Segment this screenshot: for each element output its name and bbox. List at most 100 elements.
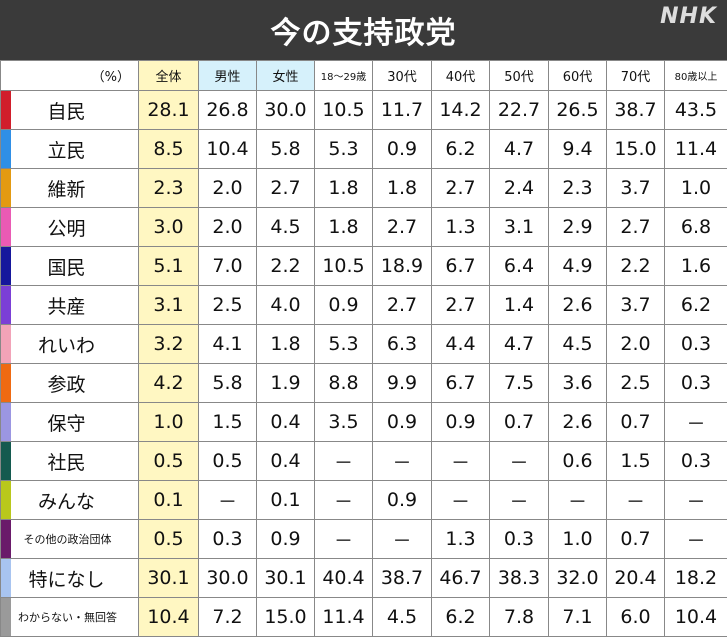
chart-title: 今の支持政党 [270, 16, 457, 51]
value-cell: 1.8 [372, 168, 432, 208]
value-cell: 15.0 [256, 597, 315, 637]
value-cell: 0.4 [256, 402, 315, 442]
value-cell: 1.6 [664, 246, 727, 286]
party-name: 特になし [28, 568, 105, 591]
column-header-female: 女性 [256, 60, 315, 91]
value-cell: 0.7 [606, 402, 665, 442]
value-cell: 2.6 [548, 285, 607, 325]
value-cell: 32.0 [548, 558, 607, 598]
value-cell: 30.1 [256, 558, 315, 598]
table-row: 参政 4.2 5.8 1.9 8.8 9.9 6.7 7.5 3.6 2.5 0.3 [0, 363, 727, 403]
table-row: 共産 3.1 2.5 4.0 0.9 2.7 2.7 1.4 2.6 3.7 6.2 [0, 285, 727, 325]
value-cell: 0.9 [372, 480, 432, 520]
column-header-male: 男性 [198, 60, 257, 91]
value-cell: 6.2 [664, 285, 727, 325]
column-header-age-60s: 60代 [548, 60, 607, 91]
value-cell: 2.3 [548, 168, 607, 208]
party-name: みんな [37, 490, 95, 513]
value-cell: 3.5 [314, 402, 373, 442]
value-cell: 7.2 [198, 597, 257, 637]
value-cell: 0.3 [489, 519, 549, 559]
value-cell: 2.7 [606, 207, 665, 247]
party-name-cell: 公明 [0, 207, 139, 247]
value-cell: 4.4 [431, 324, 490, 364]
value-cell: 30.0 [256, 90, 315, 130]
table-row: 立民 8.5 10.4 5.8 5.3 0.9 6.2 4.7 9.4 15.0 11.4 [0, 129, 727, 169]
value-cell: － [489, 441, 549, 481]
value-cell: 4.7 [489, 324, 549, 364]
party-color-swatch [1, 403, 11, 441]
party-color-swatch [1, 520, 11, 558]
value-cell: 10.4 [138, 597, 199, 637]
value-cell: 6.0 [606, 597, 665, 637]
value-cell: 1.0 [548, 519, 607, 559]
value-cell: 11.4 [314, 597, 373, 637]
value-cell: 2.7 [372, 207, 432, 247]
party-color-swatch [1, 208, 11, 246]
party-name-cell: その他の政治団体 [0, 519, 139, 559]
table-row: その他の政治団体 0.5 0.3 0.9 －－ 1.3 0.3 1.0 0.7 － [0, 519, 727, 559]
column-header-age-50s: 50代 [489, 60, 549, 91]
value-cell: 6.8 [664, 207, 727, 247]
column-header-age-40s: 40代 [431, 60, 490, 91]
value-cell: 6.2 [431, 129, 490, 169]
value-cell: 0.9 [372, 129, 432, 169]
party-color-swatch [1, 130, 11, 168]
value-cell: 0.3 [664, 324, 727, 364]
party-name: 公明 [47, 217, 86, 240]
value-cell: － [314, 480, 373, 520]
value-cell: 0.9 [431, 402, 490, 442]
table-row: 自民 28.1 26.8 30.0 10.5 11.7 14.2 22.7 26.5 38.7 43… [0, 90, 727, 130]
party-color-swatch [1, 169, 11, 207]
party-name-cell: 国民 [0, 246, 139, 286]
value-cell: 1.8 [314, 168, 373, 208]
party-color-swatch [1, 559, 11, 597]
value-cell: 6.4 [489, 246, 549, 286]
party-name: 自民 [47, 100, 86, 123]
value-cell: 3.7 [606, 285, 665, 325]
party-name-cell: 立民 [0, 129, 139, 169]
value-cell: 1.8 [256, 324, 315, 364]
value-cell: 0.9 [314, 285, 373, 325]
value-cell: 18.2 [664, 558, 727, 598]
column-header-age-30s: 30代 [372, 60, 432, 91]
value-cell: 0.9 [256, 519, 315, 559]
party-color-swatch [1, 442, 11, 480]
value-cell: 5.3 [314, 324, 373, 364]
party-color-swatch [1, 286, 11, 324]
value-cell: 0.6 [548, 441, 607, 481]
table-body: 自民 28.1 26.8 30.0 10.5 11.7 14.2 22.7 26.5 38.7 43… [0, 90, 727, 637]
value-cell: 4.1 [198, 324, 257, 364]
value-cell: 11.4 [664, 129, 727, 169]
value-cell: 0.9 [372, 402, 432, 442]
value-cell: 2.6 [548, 402, 607, 442]
value-cell: 3.1 [489, 207, 549, 247]
table-row: 特になし 30.1 30.0 30.1 40.4 38.7 46.7 38.3 32.0 20.4… [0, 558, 727, 598]
value-cell: 20.4 [606, 558, 665, 598]
value-cell: 0.3 [198, 519, 257, 559]
value-cell: 1.5 [606, 441, 665, 481]
party-name: 維新 [47, 178, 86, 201]
header-row: （%） 全体 男性 女性 18～29歳 30代 40代 50代 60代 70代 … [0, 60, 727, 91]
value-cell: 2.5 [198, 285, 257, 325]
value-cell: 4.7 [489, 129, 549, 169]
value-cell: 2.2 [256, 246, 315, 286]
value-cell: 3.0 [138, 207, 199, 247]
value-cell: 10.4 [198, 129, 257, 169]
party-name: 国民 [47, 256, 86, 279]
value-cell: 0.1 [256, 480, 315, 520]
party-name: わからない・無回答 [18, 611, 117, 624]
value-cell: 46.7 [431, 558, 490, 598]
column-header-age-80-plus: 80歳以上 [664, 60, 727, 91]
table-row: 維新 2.3 2.0 2.7 1.8 1.8 2.7 2.4 2.3 3.7 1.0 [0, 168, 727, 208]
nhk-logo: NHK [660, 4, 717, 29]
party-color-swatch [1, 247, 11, 285]
value-cell: 4.5 [256, 207, 315, 247]
table-row: れいわ 3.2 4.1 1.8 5.3 6.3 4.4 4.7 4.5 2.0 0.3 [0, 324, 727, 364]
value-cell: 1.9 [256, 363, 315, 403]
value-cell: 30.0 [198, 558, 257, 598]
value-cell: 2.0 [198, 207, 257, 247]
value-cell: 9.4 [548, 129, 607, 169]
value-cell: 0.4 [256, 441, 315, 481]
value-cell: 30.1 [138, 558, 199, 598]
